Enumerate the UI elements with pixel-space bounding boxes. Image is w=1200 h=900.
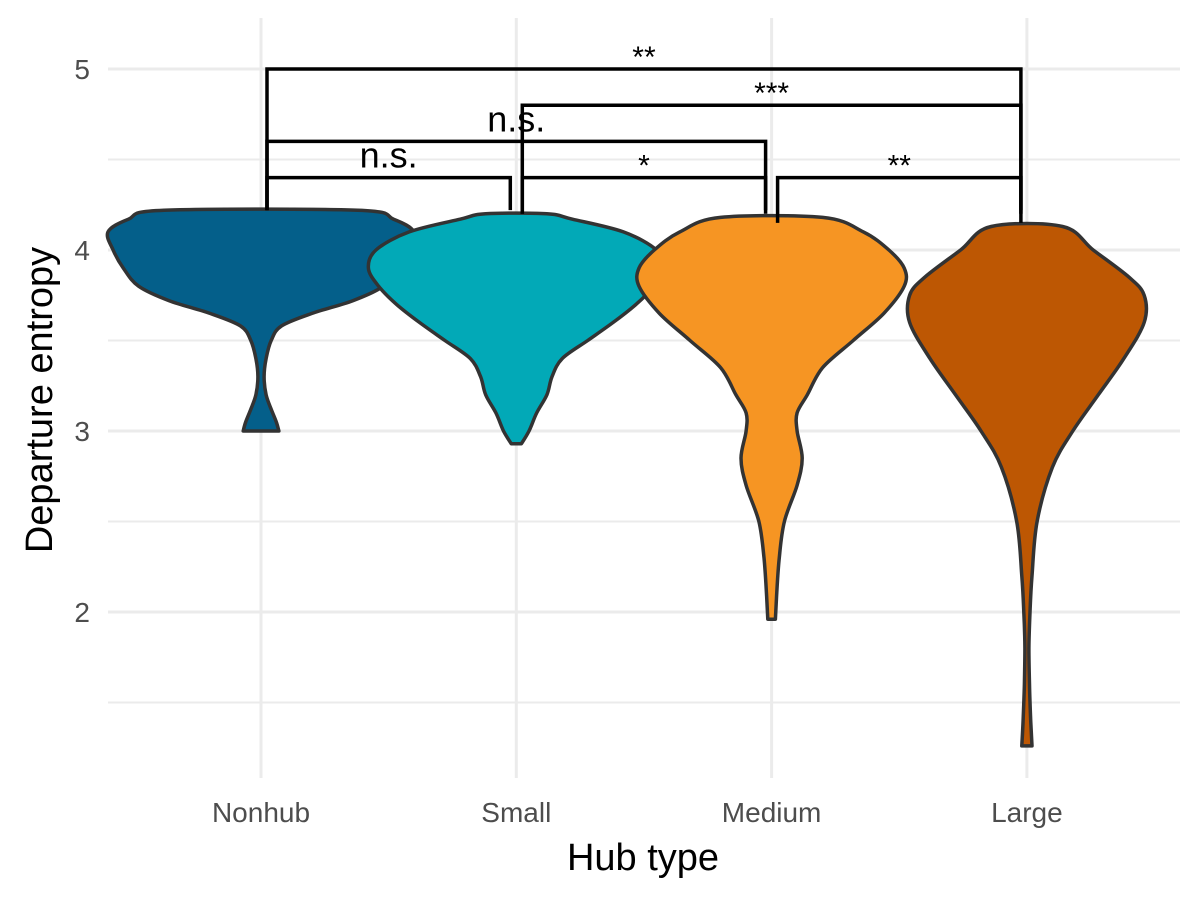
- x-tick-label: Nonhub: [212, 797, 310, 828]
- x-tick-label: Medium: [722, 797, 822, 828]
- significance-label: **: [632, 41, 656, 74]
- significance-label: ***: [754, 77, 789, 110]
- y-tick-label: 3: [74, 416, 90, 447]
- x-axis-title: Hub type: [567, 837, 719, 879]
- x-tick-label: Small: [481, 797, 551, 828]
- significance-label: *: [638, 150, 650, 183]
- y-tick-label: 5: [74, 54, 90, 85]
- significance-bracket: [265, 67, 1023, 211]
- violin-large: [905, 221, 1149, 748]
- violin-nonhub: [105, 207, 417, 433]
- x-tick-label: Large: [991, 797, 1063, 828]
- significance-brackets: n.s. * **n.s.*****: [265, 41, 1023, 223]
- violins: [105, 207, 1149, 748]
- violin-medium: [635, 213, 909, 621]
- y-tick-label: 2: [74, 597, 90, 628]
- significance-bracket: [265, 175, 513, 211]
- x-axis-ticks: Nonhub Small Medium Large: [212, 797, 1063, 828]
- y-axis-ticks: 2 3 4 5: [74, 54, 90, 628]
- y-axis-title: Departure entropy: [19, 247, 61, 553]
- violin-small: [366, 211, 667, 446]
- significance-bracket: [520, 175, 768, 214]
- y-tick-label: 4: [74, 235, 90, 266]
- significance-label: **: [888, 150, 912, 183]
